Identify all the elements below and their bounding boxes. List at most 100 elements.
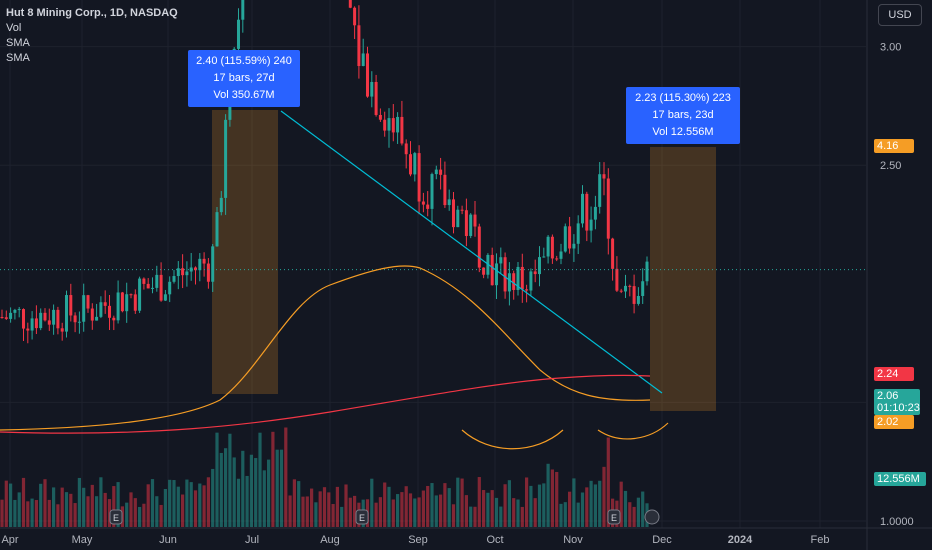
measure-tooltip-1: 2.40 (115.59%) 240 17 bars, 27d Vol 350.…: [188, 50, 300, 107]
candle-body: [473, 214, 477, 227]
candle-body: [396, 116, 400, 133]
volume-bar: [73, 503, 77, 527]
candle-body: [546, 236, 550, 257]
volume-bar: [129, 492, 133, 527]
candle-body: [69, 295, 73, 316]
volume-bar: [39, 483, 43, 527]
earnings-letter: E: [611, 513, 617, 523]
volume-bar: [525, 477, 529, 527]
volume-bar: [56, 504, 60, 527]
candle-body: [533, 271, 537, 275]
sma-fast-line: [0, 265, 651, 431]
candle-body: [211, 246, 215, 282]
trendline: [280, 110, 663, 394]
volume-bar: [30, 498, 34, 527]
volume-bar: [464, 495, 468, 527]
candle-body: [176, 268, 180, 277]
volume-bar: [176, 486, 180, 527]
volume-bar: [335, 486, 339, 527]
candle-body: [90, 308, 94, 321]
volume-bar: [507, 480, 511, 527]
candle-body: [198, 258, 202, 271]
last-price-value: 2.06: [877, 390, 899, 402]
candle-body: [624, 285, 627, 292]
candle-body: [151, 287, 154, 289]
candle-body: [572, 243, 576, 249]
candle-body: [219, 197, 223, 213]
candle-body: [628, 285, 632, 287]
legend-vol[interactable]: Vol: [6, 22, 22, 34]
candle-body: [155, 274, 159, 288]
volume-bar: [271, 431, 275, 527]
legend-sma-2[interactable]: SMA: [6, 52, 30, 64]
candle-body: [172, 276, 176, 282]
volume-bar: [331, 504, 335, 527]
volume-bar: [559, 503, 563, 527]
volume-bar: [469, 506, 473, 527]
candle-body: [125, 294, 129, 312]
volume-bar: [443, 483, 447, 527]
candle-body: [568, 226, 572, 249]
volume-bar: [138, 506, 142, 527]
candle-body: [417, 153, 421, 202]
candle-body: [477, 226, 481, 268]
volume-bar: [60, 487, 64, 527]
volume-bar: [69, 493, 73, 527]
earnings-marker: E: [355, 509, 369, 525]
volume-bar: [370, 478, 374, 527]
candle-body: [469, 214, 473, 236]
volume-bar: [142, 503, 146, 527]
legend-sma-1[interactable]: SMA: [6, 37, 30, 49]
candle-body: [366, 53, 369, 97]
candle-body: [619, 290, 623, 292]
candle-body: [413, 153, 417, 175]
candle-body: [17, 309, 21, 311]
candle-body: [542, 256, 546, 258]
volume-bar: [284, 427, 288, 527]
volume-bar: [404, 486, 408, 527]
candle-body: [189, 267, 193, 272]
volume-bar: [241, 450, 245, 527]
volume-bar: [417, 497, 421, 527]
tooltip-1-bars: 17 bars, 27d: [213, 72, 275, 84]
volume-bar: [249, 454, 253, 527]
volume-bar: [628, 502, 632, 527]
volume-bar: [477, 477, 481, 527]
candle-body: [555, 258, 559, 260]
volume-bar: [542, 483, 546, 527]
candle-body: [460, 209, 464, 211]
earnings-badge: [109, 509, 123, 525]
volume-bar: [193, 490, 198, 527]
sma-orange-price-label: 2.02: [874, 415, 914, 429]
volume-bar: [198, 483, 202, 527]
volume-bar: [146, 484, 150, 527]
candle-body: [116, 292, 120, 321]
x-tick-label: Jul: [245, 534, 259, 546]
candle-body: [409, 154, 412, 175]
volume-bar: [520, 506, 524, 527]
volume-bar: [374, 502, 378, 527]
candle-body: [512, 273, 516, 290]
volume-bar: [34, 500, 38, 527]
volume-bar: [99, 477, 103, 527]
tooltip-2-change: 2.23 (115.30%) 223: [635, 92, 731, 104]
support-arc-2: [597, 422, 669, 440]
volume-bar: [602, 466, 606, 527]
candle-body: [163, 294, 167, 301]
volume-bar: [150, 479, 155, 527]
earnings-marker: E: [607, 509, 621, 525]
volume-bar: [4, 480, 8, 527]
volume-bar: [585, 487, 589, 527]
candle-body: [82, 295, 86, 322]
candle-body: [0, 317, 4, 319]
candle-body: [348, 0, 352, 8]
candle-body: [400, 116, 404, 144]
volume-label: 12.556M: [874, 472, 926, 486]
candle-body: [112, 317, 116, 321]
volume-bar: [353, 495, 357, 527]
volume-bar: [21, 477, 26, 527]
currency-button[interactable]: USD: [878, 4, 922, 26]
volume-bar: [340, 506, 344, 527]
